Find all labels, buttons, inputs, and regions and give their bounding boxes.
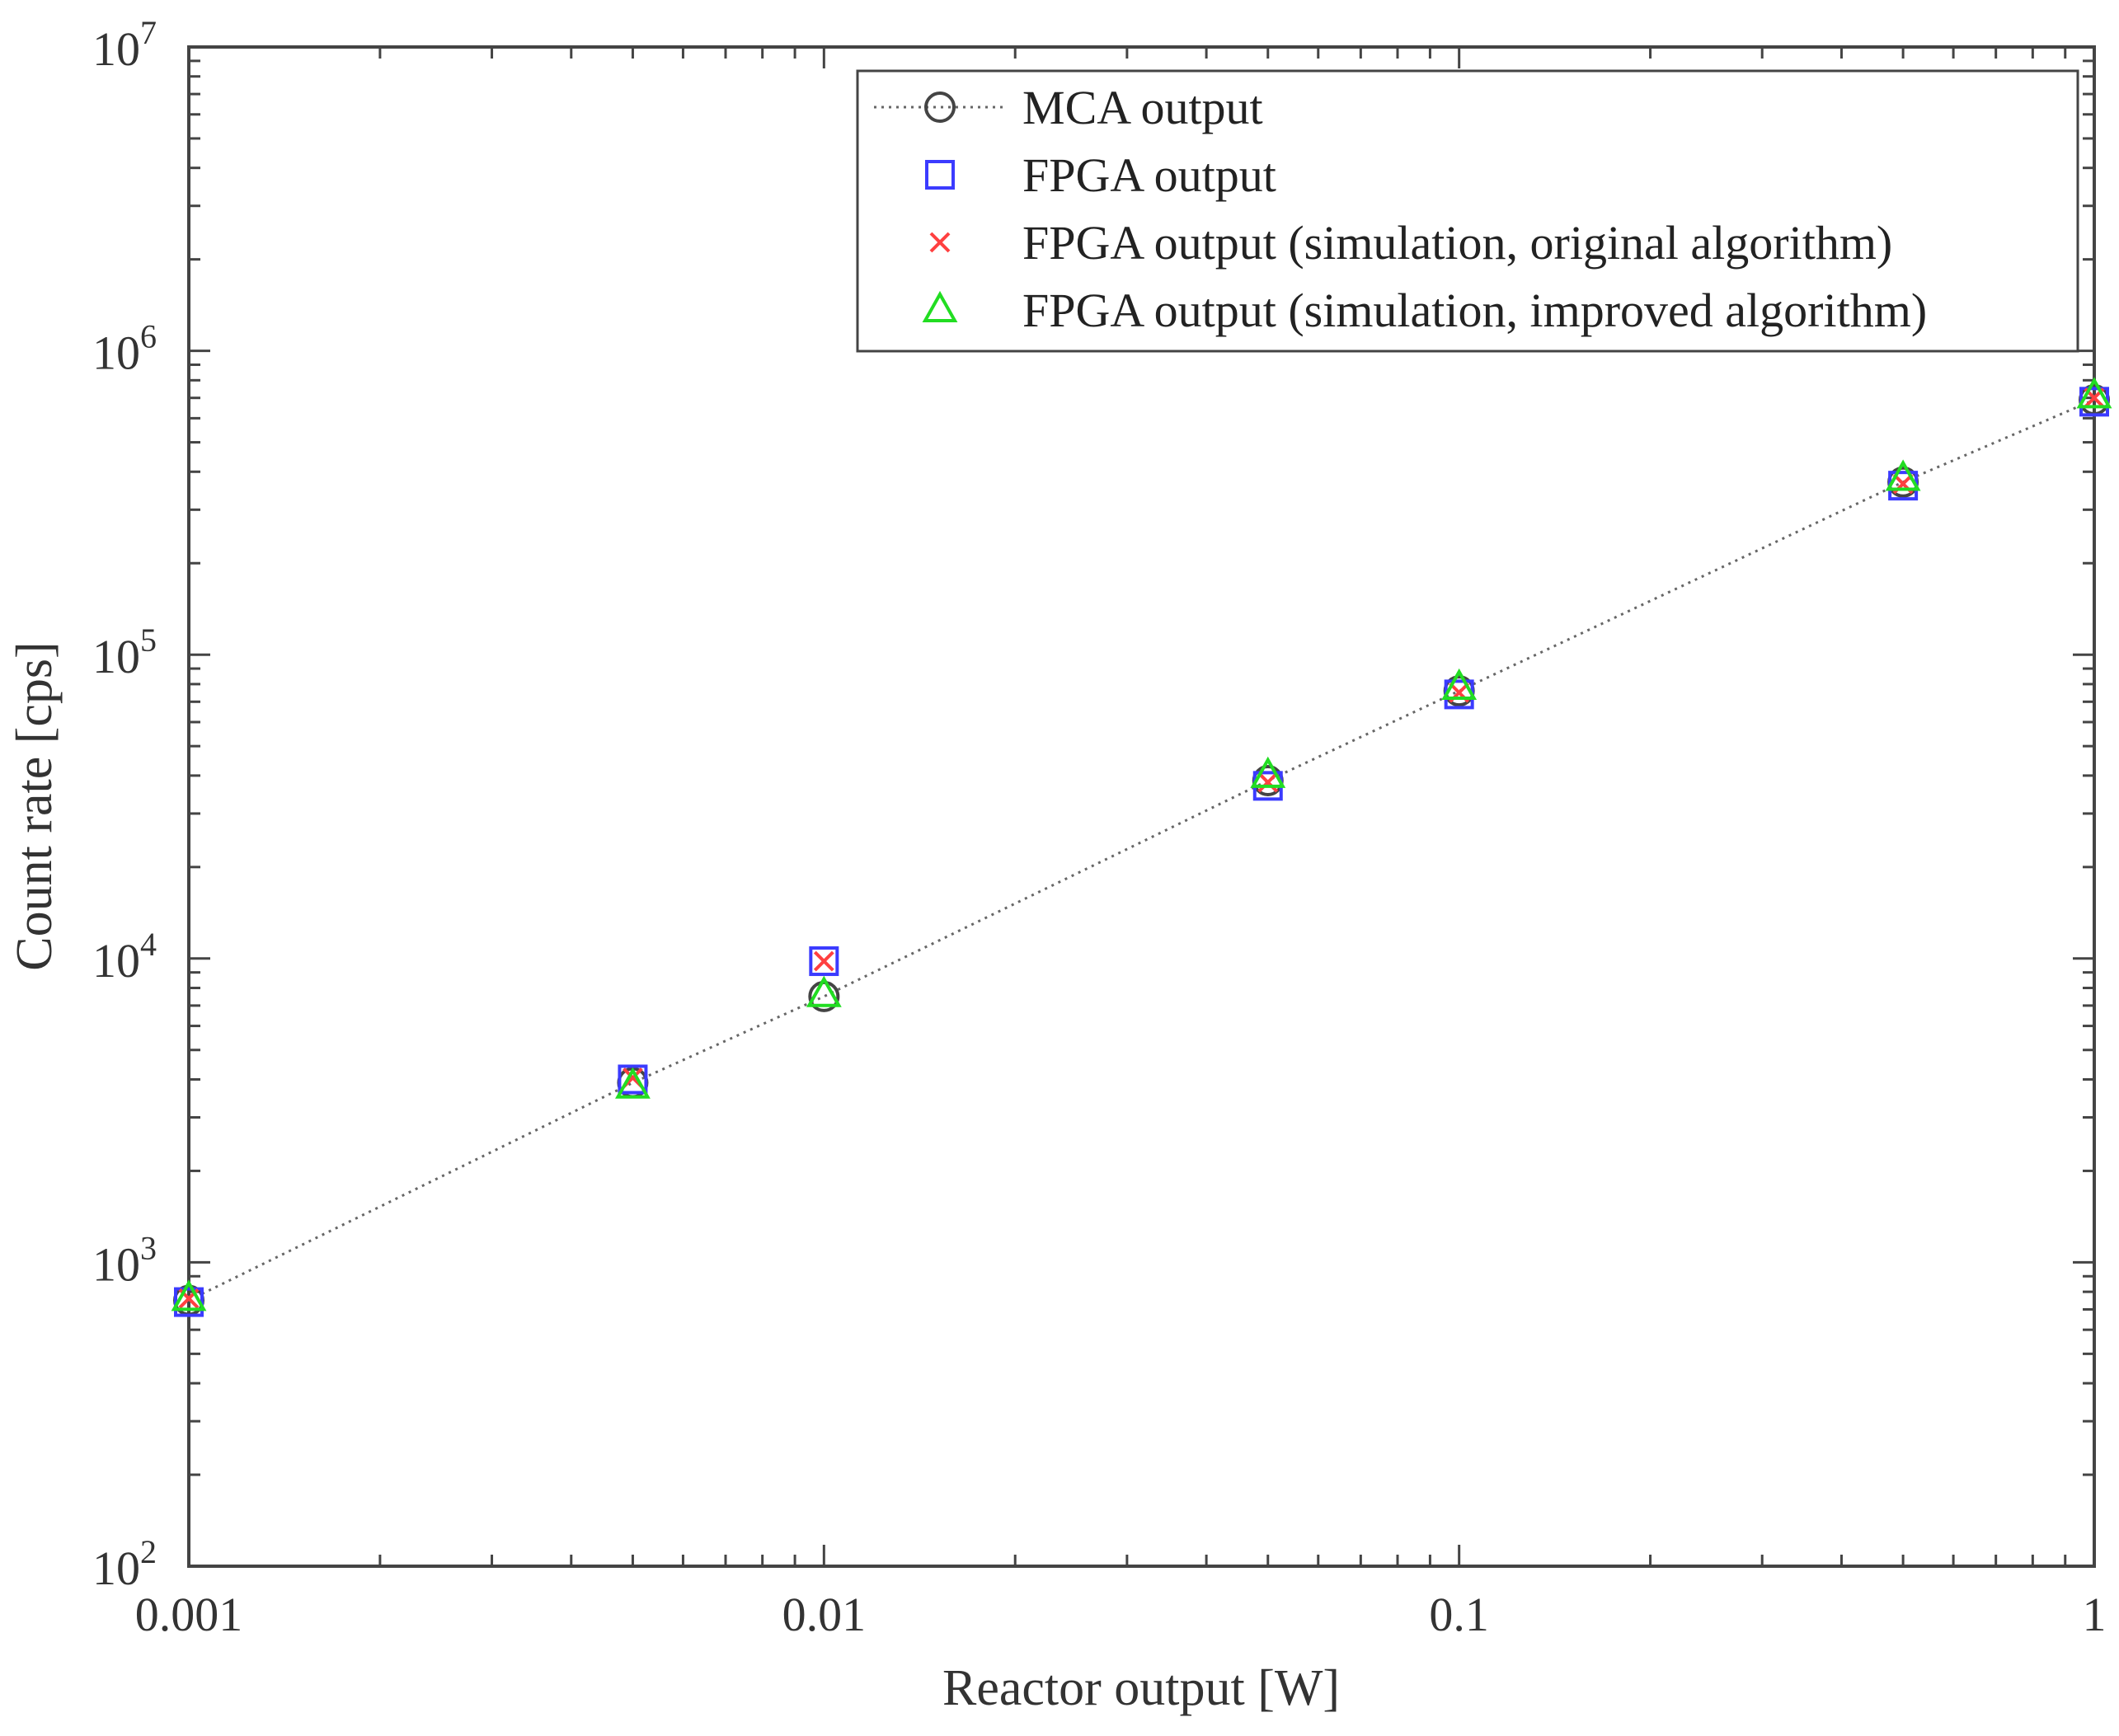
legend-label: FPGA output (simulation, improved algori…: [1022, 284, 1927, 337]
data-point-x: [1257, 772, 1279, 793]
y-tick-label: 104: [92, 926, 157, 988]
series-square: [174, 387, 2109, 1317]
legend: MCA output FPGA output FPGA output (simula…: [856, 69, 2079, 353]
series-layer: [171, 377, 2112, 1317]
data-point-triangle: [1250, 756, 1286, 788]
data-point-triangle: [1441, 668, 1478, 700]
x-tick-label: 0.1: [1429, 1588, 1489, 1641]
data-point-triangle: [2076, 377, 2112, 409]
legend-label: FPGA output (simulation, original algori…: [1022, 216, 1892, 270]
x-tick-label: 0.001: [135, 1588, 243, 1641]
legend-label: FPGA output: [1022, 148, 1276, 202]
data-point-x: [813, 950, 834, 972]
legend-box: [856, 69, 2079, 353]
y-tick-label: 106: [92, 318, 157, 380]
y-tick-label: 107: [92, 14, 157, 76]
data-point-square: [174, 1287, 204, 1317]
series-triangle: [171, 377, 2112, 1311]
legend-entry: FPGA output (simulation, improved algori…: [922, 284, 1927, 337]
legend-marker-triangle: [922, 290, 958, 322]
data-point-triangle: [806, 975, 842, 1007]
data-point-square: [809, 946, 839, 977]
data-point-circle: [808, 980, 840, 1012]
y-tick-label: 103: [92, 1229, 157, 1291]
x-axis-label: Reactor output [W]: [942, 1660, 1340, 1716]
x-tick-label: 0.01: [782, 1588, 867, 1641]
data-point-triangle: [615, 1067, 651, 1099]
y-tick-label: 102: [92, 1533, 157, 1595]
legend-marker-x: [929, 232, 951, 253]
plot-frame: [187, 45, 2096, 1568]
data-point-triangle: [171, 1279, 207, 1311]
legend-entry: FPGA output: [925, 148, 1276, 202]
legend-entry: FPGA output (simulation, original algori…: [929, 216, 1892, 270]
y-tick-labels: 102 103 104 105 106 107: [92, 14, 157, 1595]
series-line: [188, 398, 2095, 1302]
legend-label: MCA output: [1022, 81, 1263, 134]
x-tick-labels: 0.001 0.01 0.1 1: [135, 1588, 2107, 1641]
series-circle: [173, 384, 2110, 1316]
minor-ticks: [189, 47, 2094, 1566]
data-point-triangle: [1885, 459, 1921, 491]
legend-entry: MCA output: [874, 81, 1263, 134]
y-tick-label: 105: [92, 622, 157, 683]
legend-marker-circle: [924, 91, 956, 123]
series-x: [178, 387, 2105, 1309]
x-tick-label: 1: [2083, 1588, 2107, 1641]
legend-marker-square: [925, 160, 955, 190]
data-point-square: [618, 1064, 648, 1095]
y-axis-label: Count rate [cps]: [7, 641, 63, 970]
